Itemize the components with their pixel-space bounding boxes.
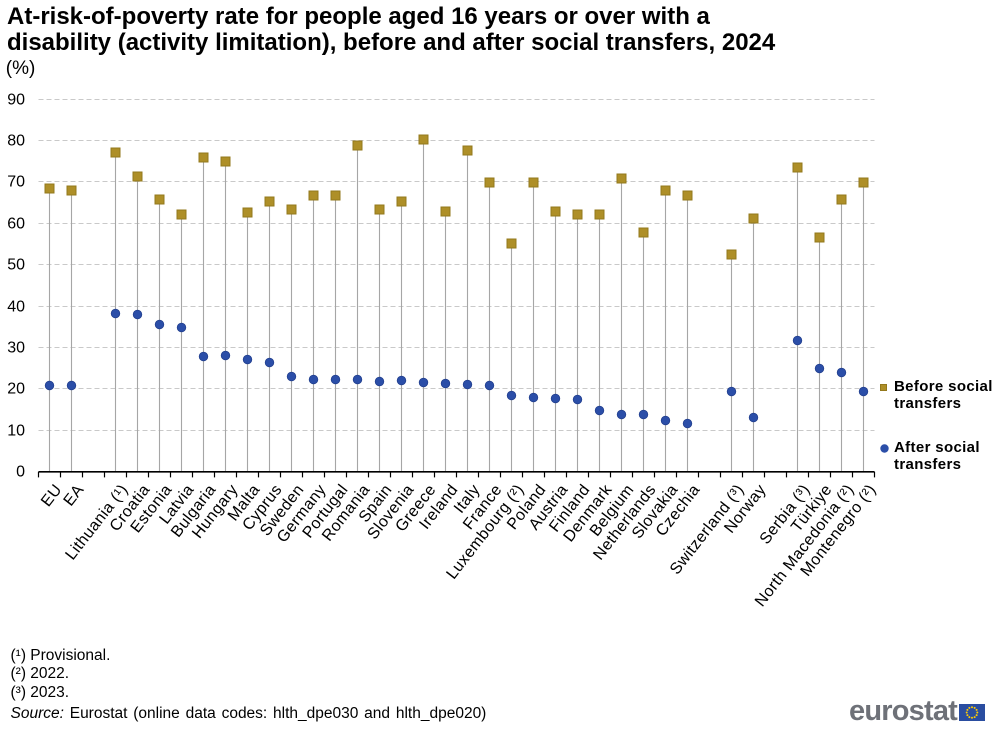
svg-text:10: 10 xyxy=(7,422,25,439)
svg-text:60: 60 xyxy=(7,215,25,232)
svg-text:70: 70 xyxy=(7,173,25,190)
svg-text:90: 90 xyxy=(7,91,25,108)
svg-text:0: 0 xyxy=(16,463,25,480)
svg-text:50: 50 xyxy=(7,256,25,273)
svg-text:40: 40 xyxy=(7,298,25,315)
svg-text:30: 30 xyxy=(7,339,25,356)
svg-text:20: 20 xyxy=(7,380,25,397)
svg-text:EU: EU xyxy=(38,481,66,510)
svg-text:80: 80 xyxy=(7,132,25,149)
svg-text:EA: EA xyxy=(61,481,88,509)
